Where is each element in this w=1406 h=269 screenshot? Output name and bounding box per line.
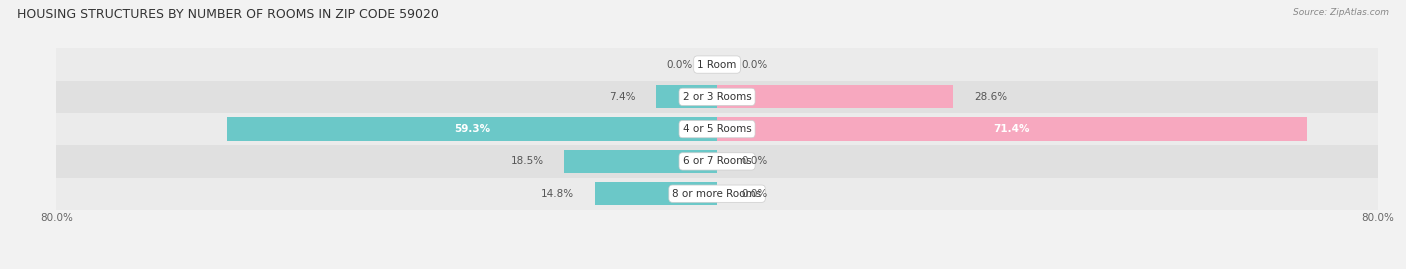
Text: 0.0%: 0.0% [742, 156, 768, 167]
Text: HOUSING STRUCTURES BY NUMBER OF ROOMS IN ZIP CODE 59020: HOUSING STRUCTURES BY NUMBER OF ROOMS IN… [17, 8, 439, 21]
Bar [56, 48, 1378, 81]
Text: 8 or more Rooms: 8 or more Rooms [672, 189, 762, 199]
Bar [717, 118, 1306, 141]
Bar [228, 118, 717, 141]
Text: 59.3%: 59.3% [454, 124, 491, 134]
Text: 2 or 3 Rooms: 2 or 3 Rooms [683, 92, 751, 102]
Text: 28.6%: 28.6% [974, 92, 1007, 102]
Bar [56, 113, 1378, 145]
Bar [657, 85, 717, 108]
Text: 1 Room: 1 Room [697, 59, 737, 70]
Text: 7.4%: 7.4% [609, 92, 636, 102]
Text: 14.8%: 14.8% [541, 189, 574, 199]
Text: 6 or 7 Rooms: 6 or 7 Rooms [683, 156, 751, 167]
Bar [56, 145, 1378, 178]
Text: 18.5%: 18.5% [510, 156, 544, 167]
Text: 0.0%: 0.0% [666, 59, 692, 70]
Text: Source: ZipAtlas.com: Source: ZipAtlas.com [1294, 8, 1389, 17]
Bar [56, 178, 1378, 210]
Bar [564, 150, 717, 173]
Bar [56, 81, 1378, 113]
Text: 0.0%: 0.0% [742, 59, 768, 70]
Text: 0.0%: 0.0% [742, 189, 768, 199]
Text: 71.4%: 71.4% [994, 124, 1031, 134]
Bar [595, 182, 717, 205]
Bar [717, 85, 953, 108]
Text: 4 or 5 Rooms: 4 or 5 Rooms [683, 124, 751, 134]
